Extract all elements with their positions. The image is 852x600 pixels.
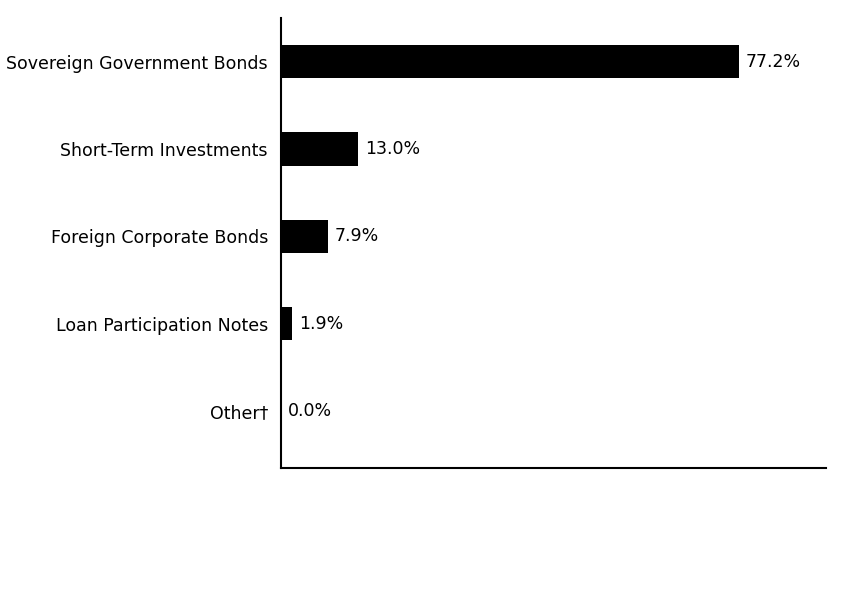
Text: 7.9%: 7.9% [335, 227, 379, 245]
Bar [281, 307, 292, 340]
Text: 0.0%: 0.0% [288, 402, 332, 420]
Bar [281, 220, 328, 253]
Text: 13.0%: 13.0% [366, 140, 420, 158]
Bar [281, 45, 739, 78]
Text: 1.9%: 1.9% [300, 315, 344, 333]
Text: 77.2%: 77.2% [746, 53, 801, 71]
Bar [281, 133, 358, 166]
